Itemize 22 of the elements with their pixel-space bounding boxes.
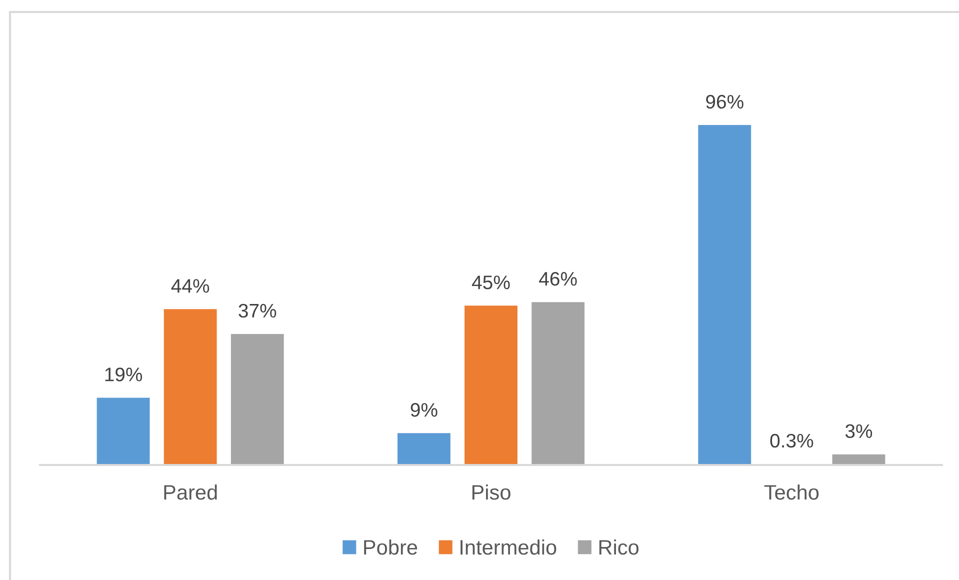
bar [698, 125, 752, 465]
data-label: 46% [539, 272, 577, 286]
data-label: 45% [472, 276, 510, 290]
legend-label: Pobre [364, 539, 418, 555]
bar [230, 334, 284, 465]
data-label: 3% [845, 424, 872, 438]
bar [464, 306, 518, 465]
bar [532, 302, 585, 465]
bar [164, 309, 217, 465]
x-tick-label: Techo [764, 484, 819, 500]
data-label: 19% [105, 368, 142, 382]
data-label: 37% [238, 304, 276, 318]
data-label: 0.3% [770, 434, 814, 448]
data-label: 9% [410, 403, 438, 417]
data-label: 44% [171, 279, 210, 293]
x-tick-label: Piso [472, 484, 510, 500]
legend-label: Intermedio [460, 539, 556, 555]
x-tick-label: Pared [164, 484, 217, 500]
bar [397, 433, 450, 465]
legend-label: Rico [599, 539, 638, 555]
bar [96, 398, 150, 465]
data-label: 96% [706, 94, 744, 109]
